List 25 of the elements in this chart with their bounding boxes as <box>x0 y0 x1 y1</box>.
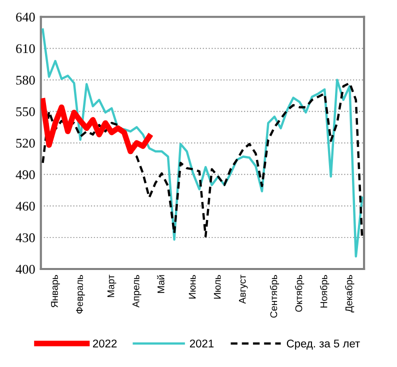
line-series <box>42 28 364 258</box>
legend-label: 2022 <box>93 340 117 348</box>
legend-label: Сред. за 5 лет <box>286 340 360 350</box>
x-tick-label: Февраль <box>76 274 85 314</box>
y-tick-label: 550 <box>16 107 35 116</box>
y-tick-label: 580 <box>16 76 35 85</box>
x-tick-label: Октябрь <box>294 274 304 312</box>
y-tick-label: 490 <box>16 170 35 180</box>
y-tick-label: 610 <box>16 44 35 54</box>
x-tick-label: Апрель <box>132 274 142 308</box>
x-tick-label: Июнь <box>188 274 196 298</box>
x-tick-label: Сентябрь <box>270 274 280 318</box>
x-tick-label: Ноябрь <box>320 274 330 308</box>
x-tick-label: Июль <box>214 274 221 299</box>
x-tick-label: Август <box>239 274 248 304</box>
legend-label: 2021 <box>190 340 214 348</box>
x-tick-label: Май <box>157 275 164 293</box>
y-tick-label: 430 <box>16 233 35 242</box>
x-tick-label: Декабрь <box>345 274 354 312</box>
y-tick-label: 400 <box>16 264 35 274</box>
y-tick-label: 640 <box>16 12 35 22</box>
x-tick-label: Март <box>107 274 116 298</box>
y-tick-label: 460 <box>16 202 35 211</box>
y-tick-label: 520 <box>16 138 35 148</box>
x-tick-label: Январь <box>51 274 60 308</box>
